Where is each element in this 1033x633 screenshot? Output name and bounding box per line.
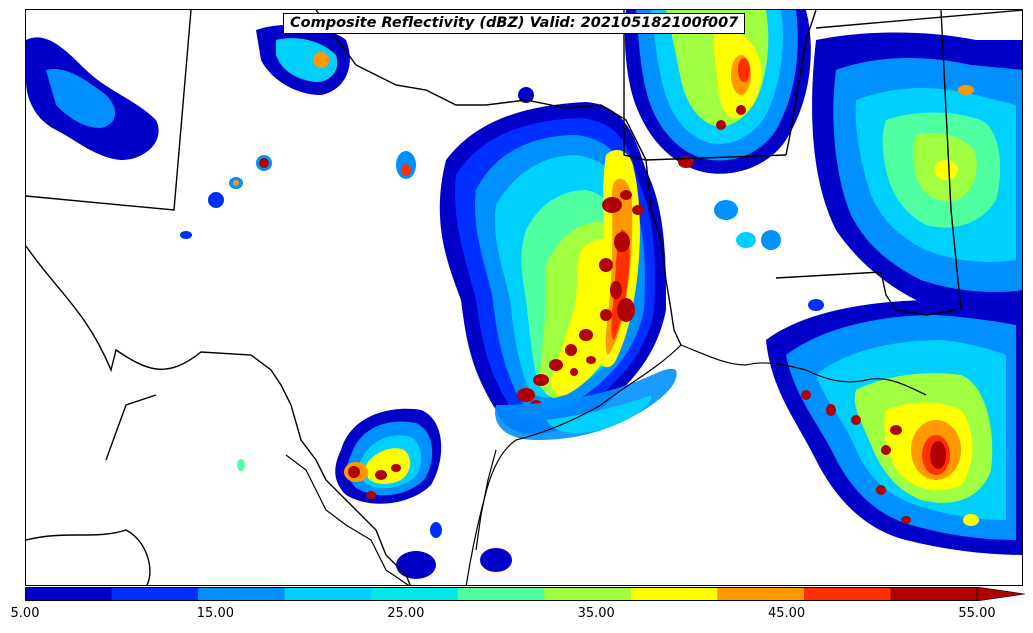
echo-oklahoma-arkansas <box>321 10 811 174</box>
colorbar-segment <box>457 587 545 601</box>
nm-border-west <box>26 10 192 211</box>
arkansas-louisiana-border <box>785 10 817 156</box>
echo-scattered-cells <box>26 24 824 579</box>
colorbar-segment <box>198 587 286 601</box>
state-boundaries <box>26 10 1022 585</box>
la-ms-border <box>775 271 957 316</box>
texas-coast <box>465 344 682 585</box>
chihuahua-boundary <box>105 394 157 461</box>
colorbar-segment <box>544 587 632 601</box>
rio-grande <box>285 454 410 585</box>
ok-ar-border <box>623 10 787 161</box>
colorbar-tick-label: 55.00 <box>958 606 996 621</box>
reflectivity-map <box>25 9 1023 586</box>
colorbar-segment <box>371 587 459 601</box>
colorbar-tick-label: 5.00 <box>10 606 40 621</box>
echo-gulf-coast-cluster <box>766 300 1022 555</box>
gulf-coastline <box>285 344 927 585</box>
echo-rio-grande-cells <box>335 408 442 504</box>
colorbar-segment <box>25 587 113 601</box>
ms-al-border <box>940 10 962 311</box>
colorbar <box>25 587 1025 601</box>
colorbar-segment <box>284 587 372 601</box>
colorbar-segment <box>890 587 978 601</box>
echo-severe-cells-texas <box>517 190 644 410</box>
louisiana-coast <box>680 344 927 396</box>
colorbar-outline <box>25 587 978 601</box>
tn-ms-border <box>815 10 1022 29</box>
colorbar-segment <box>803 587 891 601</box>
colorbar-extend-arrow <box>976 587 1025 601</box>
colorbar-segments <box>25 587 978 601</box>
colorbar-segment <box>111 587 199 601</box>
map-title: Composite Reflectivity (dBZ) Valid: 2021… <box>283 13 746 34</box>
radar-echoes <box>26 10 1022 579</box>
colorbar-tick-label: 25.00 <box>387 606 425 621</box>
map-canvas <box>26 10 1022 585</box>
colorbar-tick-label: 35.00 <box>577 606 615 621</box>
colorbar-segment <box>630 587 718 601</box>
barrier-island <box>475 449 497 551</box>
texas-outline <box>26 245 411 585</box>
colorbar-tick-label: 15.00 <box>196 606 234 621</box>
coahuila-boundary <box>26 529 151 585</box>
texas-louisiana-border <box>645 159 682 346</box>
red-river <box>315 10 647 161</box>
echo-louisiana-mississippi <box>812 32 1022 312</box>
colorbar-tick-label: 45.00 <box>767 606 806 621</box>
colorbar-segment <box>717 587 805 601</box>
